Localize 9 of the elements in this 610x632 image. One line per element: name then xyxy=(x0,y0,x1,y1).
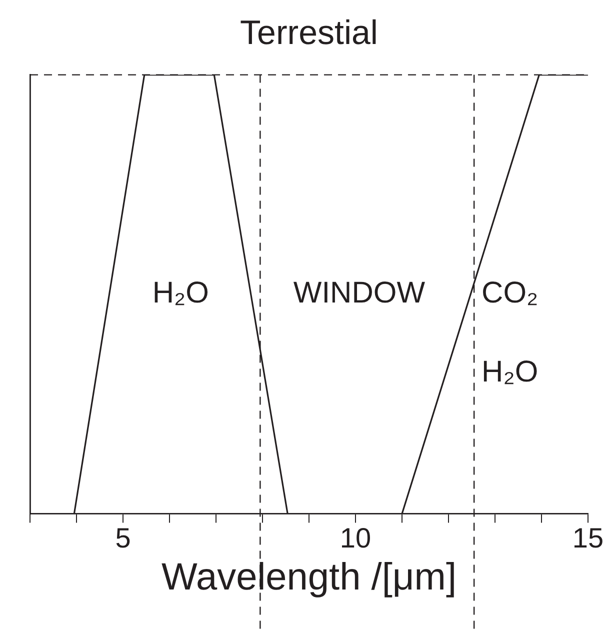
x-axis-title: Wavelength /[μm] xyxy=(161,556,457,599)
annotation: H₂O xyxy=(152,276,209,310)
x-tick-label: 5 xyxy=(115,522,131,554)
chart-title: Terrestial xyxy=(240,14,378,52)
annotation: WINDOW xyxy=(293,276,426,310)
x-tick-label: 10 xyxy=(340,522,372,554)
x-tick-label: 15 xyxy=(572,522,604,554)
annotation: H₂O xyxy=(482,356,538,389)
annotation: CO₂ xyxy=(482,276,538,310)
